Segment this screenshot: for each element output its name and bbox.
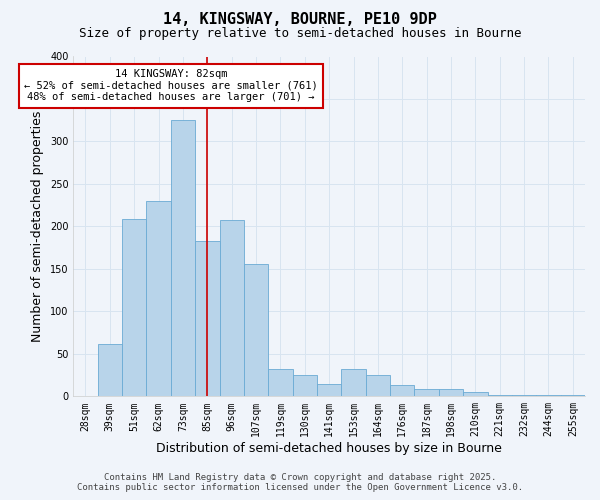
- Bar: [293, 375, 317, 396]
- Bar: [122, 219, 146, 396]
- Bar: [415, 388, 439, 396]
- Bar: [390, 386, 415, 396]
- Text: Size of property relative to semi-detached houses in Bourne: Size of property relative to semi-detach…: [79, 28, 521, 40]
- Bar: [244, 264, 268, 396]
- Bar: [268, 369, 293, 396]
- Bar: [195, 241, 220, 396]
- Bar: [171, 120, 195, 396]
- Text: 14, KINGSWAY, BOURNE, PE10 9DP: 14, KINGSWAY, BOURNE, PE10 9DP: [163, 12, 437, 28]
- Text: 14 KINGSWAY: 82sqm
← 52% of semi-detached houses are smaller (761)
48% of semi-d: 14 KINGSWAY: 82sqm ← 52% of semi-detache…: [24, 69, 317, 102]
- Bar: [463, 392, 488, 396]
- Bar: [317, 384, 341, 396]
- Bar: [366, 375, 390, 396]
- Bar: [341, 369, 366, 396]
- Y-axis label: Number of semi-detached properties: Number of semi-detached properties: [31, 110, 44, 342]
- Bar: [220, 220, 244, 396]
- Bar: [439, 388, 463, 396]
- Text: Contains HM Land Registry data © Crown copyright and database right 2025.
Contai: Contains HM Land Registry data © Crown c…: [77, 473, 523, 492]
- Bar: [488, 394, 512, 396]
- Bar: [512, 394, 536, 396]
- Bar: [98, 344, 122, 396]
- Bar: [146, 201, 171, 396]
- X-axis label: Distribution of semi-detached houses by size in Bourne: Distribution of semi-detached houses by …: [156, 442, 502, 455]
- Bar: [560, 394, 585, 396]
